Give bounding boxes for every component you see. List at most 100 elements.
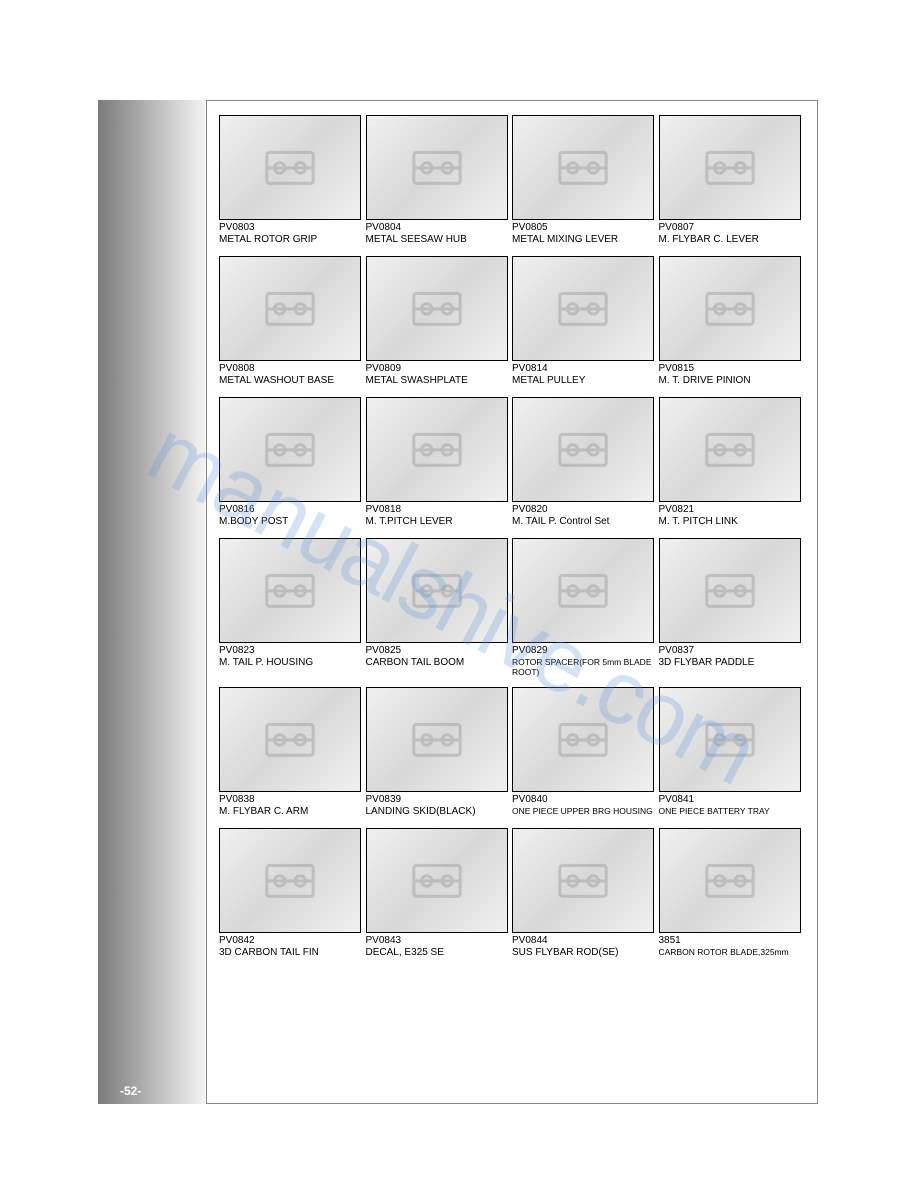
part-name: ONE PIECE UPPER BRG HOUSING xyxy=(512,806,654,816)
part-label: PV0838M. FLYBAR C. ARM xyxy=(219,794,361,818)
page: -52- PV0803METAL ROTOR GRIPPV0804METAL S… xyxy=(0,0,918,1188)
part-name: ONE PIECE BATTERY TRAY xyxy=(659,806,801,816)
part-cell: PV0844SUS FLYBAR ROD(SE) xyxy=(512,828,659,969)
part-code: PV0843 xyxy=(366,935,508,947)
part-label: PV0807M. FLYBAR C. LEVER xyxy=(659,222,801,246)
part-label: PV0814METAL PULLEY xyxy=(512,363,654,387)
part-image-placeholder xyxy=(367,116,507,219)
part-image-placeholder xyxy=(513,829,653,932)
part-name: CARBON TAIL BOOM xyxy=(366,657,508,669)
part-code: PV0815 xyxy=(659,363,801,375)
part-cell: PV0843DECAL, E325 SE xyxy=(366,828,513,969)
part-cell: PV0823M. TAIL P. HOUSING xyxy=(219,538,366,687)
part-cell: PV0807M. FLYBAR C. LEVER xyxy=(659,115,806,256)
part-code: PV0837 xyxy=(659,645,801,657)
part-code: PV0821 xyxy=(659,504,801,516)
part-name: DECAL, E325 SE xyxy=(366,947,508,959)
part-thumbnail xyxy=(512,256,654,361)
part-label: PV0803METAL ROTOR GRIP xyxy=(219,222,361,246)
part-name: 3D CARBON TAIL FIN xyxy=(219,947,361,959)
part-name: 3D FLYBAR PADDLE xyxy=(659,657,801,669)
part-cell: PV0821M. T. PITCH LINK xyxy=(659,397,806,538)
part-name: LANDING SKID(BLACK) xyxy=(366,806,508,818)
part-name: METAL SEESAW HUB xyxy=(366,234,508,246)
part-code: PV0805 xyxy=(512,222,654,234)
part-name: METAL WASHOUT BASE xyxy=(219,375,361,387)
part-cell: PV0841ONE PIECE BATTERY TRAY xyxy=(659,687,806,828)
part-code: PV0829 xyxy=(512,645,654,657)
part-code: PV0844 xyxy=(512,935,654,947)
part-cell: PV0839LANDING SKID(BLACK) xyxy=(366,687,513,828)
part-image-placeholder xyxy=(367,398,507,501)
part-thumbnail xyxy=(659,538,801,643)
part-code: PV0809 xyxy=(366,363,508,375)
part-name: M. FLYBAR C. ARM xyxy=(219,806,361,818)
part-code: PV0804 xyxy=(366,222,508,234)
part-label: PV0841ONE PIECE BATTERY TRAY xyxy=(659,794,801,816)
part-label: PV0844SUS FLYBAR ROD(SE) xyxy=(512,935,654,959)
part-thumbnail xyxy=(219,256,361,361)
part-cell: PV0818M. T.PITCH LEVER xyxy=(366,397,513,538)
part-image-placeholder xyxy=(220,688,360,791)
part-label: 3851CARBON ROTOR BLADE,325mm xyxy=(659,935,801,957)
part-code: PV0841 xyxy=(659,794,801,806)
part-cell: PV0829ROTOR SPACER(FOR 5mm BLADE ROOT) xyxy=(512,538,659,687)
part-cell: PV0808METAL WASHOUT BASE xyxy=(219,256,366,397)
part-image-placeholder xyxy=(513,688,653,791)
part-thumbnail xyxy=(366,256,508,361)
part-name: M. T. PITCH LINK xyxy=(659,516,801,528)
part-code: PV0818 xyxy=(366,504,508,516)
part-cell: 3851CARBON ROTOR BLADE,325mm xyxy=(659,828,806,969)
part-code: PV0840 xyxy=(512,794,654,806)
part-label: PV0840ONE PIECE UPPER BRG HOUSING xyxy=(512,794,654,816)
part-cell: PV0803METAL ROTOR GRIP xyxy=(219,115,366,256)
part-image-placeholder xyxy=(513,116,653,219)
part-name: METAL MIXING LEVER xyxy=(512,234,654,246)
part-image-placeholder xyxy=(367,688,507,791)
part-image-placeholder xyxy=(513,257,653,360)
part-thumbnail xyxy=(512,828,654,933)
part-thumbnail xyxy=(366,397,508,502)
part-cell: PV08423D CARBON TAIL FIN xyxy=(219,828,366,969)
part-code: PV0842 xyxy=(219,935,361,947)
part-thumbnail xyxy=(659,256,801,361)
part-label: PV0820M. TAIL P. Control Set xyxy=(512,504,654,528)
part-code: PV0814 xyxy=(512,363,654,375)
part-cell: PV0815M. T. DRIVE PINION xyxy=(659,256,806,397)
part-thumbnail xyxy=(512,397,654,502)
page-number: -52- xyxy=(120,1084,141,1098)
part-code: PV0816 xyxy=(219,504,361,516)
part-cell: PV0804METAL SEESAW HUB xyxy=(366,115,513,256)
part-thumbnail xyxy=(219,115,361,220)
part-thumbnail xyxy=(219,538,361,643)
part-cell: PV0825CARBON TAIL BOOM xyxy=(366,538,513,687)
part-name: M. TAIL P. HOUSING xyxy=(219,657,361,669)
parts-grid: PV0803METAL ROTOR GRIPPV0804METAL SEESAW… xyxy=(207,101,817,983)
part-image-placeholder xyxy=(367,539,507,642)
part-label: PV0843DECAL, E325 SE xyxy=(366,935,508,959)
part-code: PV0839 xyxy=(366,794,508,806)
part-name: M. T.PITCH LEVER xyxy=(366,516,508,528)
part-code: 3851 xyxy=(659,935,801,947)
part-thumbnail xyxy=(512,687,654,792)
part-thumbnail xyxy=(219,828,361,933)
part-label: PV0829ROTOR SPACER(FOR 5mm BLADE ROOT) xyxy=(512,645,654,677)
part-label: PV0815M. T. DRIVE PINION xyxy=(659,363,801,387)
part-thumbnail xyxy=(659,397,801,502)
part-cell: PV0840ONE PIECE UPPER BRG HOUSING xyxy=(512,687,659,828)
part-thumbnail xyxy=(366,538,508,643)
part-thumbnail xyxy=(366,115,508,220)
part-name: M. FLYBAR C. LEVER xyxy=(659,234,801,246)
part-image-placeholder xyxy=(660,398,800,501)
part-image-placeholder xyxy=(220,539,360,642)
part-name: METAL PULLEY xyxy=(512,375,654,387)
part-thumbnail xyxy=(366,828,508,933)
part-label: PV0808METAL WASHOUT BASE xyxy=(219,363,361,387)
part-name: M. TAIL P. Control Set xyxy=(512,516,654,528)
part-thumbnail xyxy=(659,828,801,933)
part-name: CARBON ROTOR BLADE,325mm xyxy=(659,947,801,957)
part-image-placeholder xyxy=(513,398,653,501)
part-label: PV0818M. T.PITCH LEVER xyxy=(366,504,508,528)
part-thumbnail xyxy=(219,397,361,502)
part-code: PV0808 xyxy=(219,363,361,375)
